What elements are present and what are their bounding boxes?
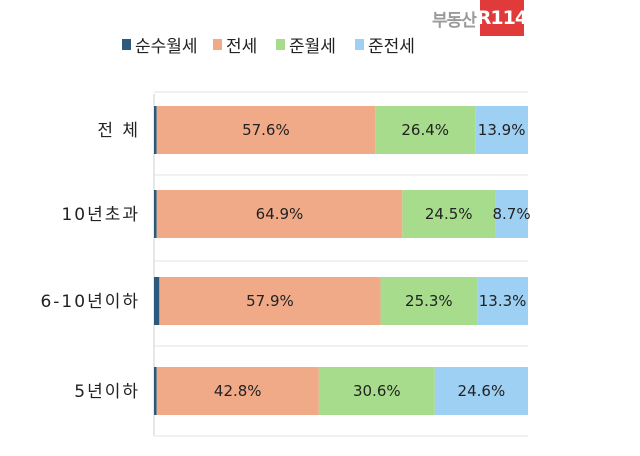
brand-text: 부동산 [432,10,477,31]
bar-segment [156,106,376,154]
data-label: 26.4% [401,121,449,139]
data-label: 13.9% [478,121,526,139]
brand-logo: 부동산 R114 [432,0,528,36]
bar-segment [477,277,528,325]
legend-swatch [276,38,285,50]
legend: 순수월세 전세 준월세 준전세 [0,26,640,62]
legend-label: 순수월세 [135,36,198,57]
legend-item: 준전세 [355,34,415,57]
bar-segment [475,106,528,154]
bar-segment [318,367,435,415]
legend-swatch [355,38,364,50]
bar-segment [434,367,528,415]
legend-item: 순수월세 [122,34,198,57]
bar-segment [156,367,319,415]
legend-item: 준월세 [276,34,336,57]
data-label: 24.6% [458,382,506,400]
category-label: 전 체 [97,121,140,141]
bar-segment [495,190,528,238]
bar-segment [375,106,476,154]
legend-swatch [213,38,222,50]
data-label: 8.7% [492,205,530,223]
category-label: 6-10년이하 [40,292,140,312]
category-label: 10년초과 [61,205,140,225]
data-label: 30.6% [353,382,401,400]
category-label: 5년이하 [74,382,140,402]
legend-item: 전세 [213,34,258,57]
data-label: 57.6% [242,121,290,139]
data-label: 25.3% [405,292,453,310]
bar-segment [154,367,157,415]
bar-segment [154,106,157,154]
bar-segment [154,190,157,238]
legend-label: 준전세 [368,36,415,57]
data-label: 24.5% [425,205,473,223]
data-label: 13.3% [479,292,527,310]
data-label: 57.9% [246,292,294,310]
bar-segment [380,277,478,325]
brand-mark: R114 [477,0,528,36]
bar-segment [402,190,496,238]
legend-label: 전세 [226,36,258,57]
legend-label: 준월세 [289,36,336,57]
legend-swatch [122,38,131,50]
data-label: 64.9% [256,205,304,223]
bar-segment [159,277,381,325]
bar-segment [154,277,160,325]
bar-segment [156,190,403,238]
data-label: 42.8% [214,382,262,400]
